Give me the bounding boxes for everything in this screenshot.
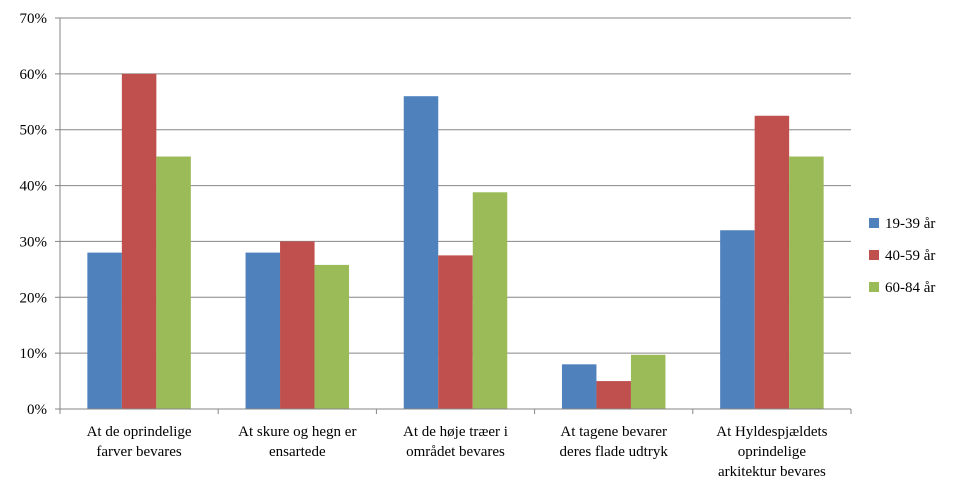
x-category-label: At tagene bevarer deres flade udtryk [560, 424, 669, 460]
bar [403, 96, 439, 409]
bar [596, 381, 631, 409]
x-category-label-line: At skure og hegn er [238, 424, 356, 440]
bar [121, 73, 157, 409]
y-tick-label: 50% [20, 123, 48, 139]
gridlines [60, 17, 851, 354]
y-tick-label: 30% [20, 234, 48, 250]
bar [561, 364, 597, 409]
y-tick-label: 0% [27, 402, 47, 418]
legend-swatch [869, 282, 879, 292]
bar [438, 255, 473, 409]
bar [472, 192, 508, 409]
y-tick-label: 10% [20, 346, 48, 362]
y-tick-label: 60% [20, 67, 48, 83]
bars [87, 73, 824, 409]
x-category-label: At de oprindelige farver bevares [87, 424, 192, 460]
bar [789, 156, 824, 409]
bar [280, 241, 315, 409]
legend-swatch [869, 250, 879, 260]
bar [87, 252, 122, 409]
legend-label: 40-59 år [885, 248, 935, 264]
x-category-label-line: ensartede [269, 444, 326, 460]
x-category-label-line: At tagene bevarer [560, 424, 667, 440]
bar [630, 354, 666, 409]
x-category-label-line: området bevares [406, 444, 505, 460]
legend-label: 19-39 år [885, 216, 935, 232]
x-category-label-line: oprindelige [738, 444, 807, 460]
legend-swatch [869, 218, 879, 228]
bar [156, 156, 191, 409]
x-category-label-line: arkitektur bevares [718, 464, 826, 480]
legend-label: 60-84 år [885, 280, 935, 296]
y-tick-label: 20% [20, 290, 48, 306]
x-category-label-line: At Hyldespjældets [716, 424, 827, 440]
bar [245, 252, 281, 409]
bar [314, 264, 350, 409]
x-category-label-line: deres flade udtryk [560, 444, 669, 460]
axes: 0% 10% 20% 30% 40% 50% 60% 70% At de oprindelige… [20, 11, 852, 480]
legend: 19-39 år 40-59 år 60-84 år [869, 216, 935, 296]
x-category-label: At skure og hegn er ensartede [238, 424, 356, 460]
x-category-label: At de høje træer i området bevares [403, 424, 508, 460]
y-tick-label: 40% [20, 179, 48, 195]
x-category-label-line: farver bevares [96, 444, 182, 460]
x-category-label-line: At de høje træer i [403, 424, 508, 440]
x-category-label-line: At de oprindelige [87, 424, 192, 440]
y-tick-label: 70% [20, 11, 48, 27]
x-category-label: At Hyldespjældets oprindelige arkitektur b… [716, 424, 827, 480]
bar [720, 230, 755, 409]
bar [754, 115, 790, 409]
